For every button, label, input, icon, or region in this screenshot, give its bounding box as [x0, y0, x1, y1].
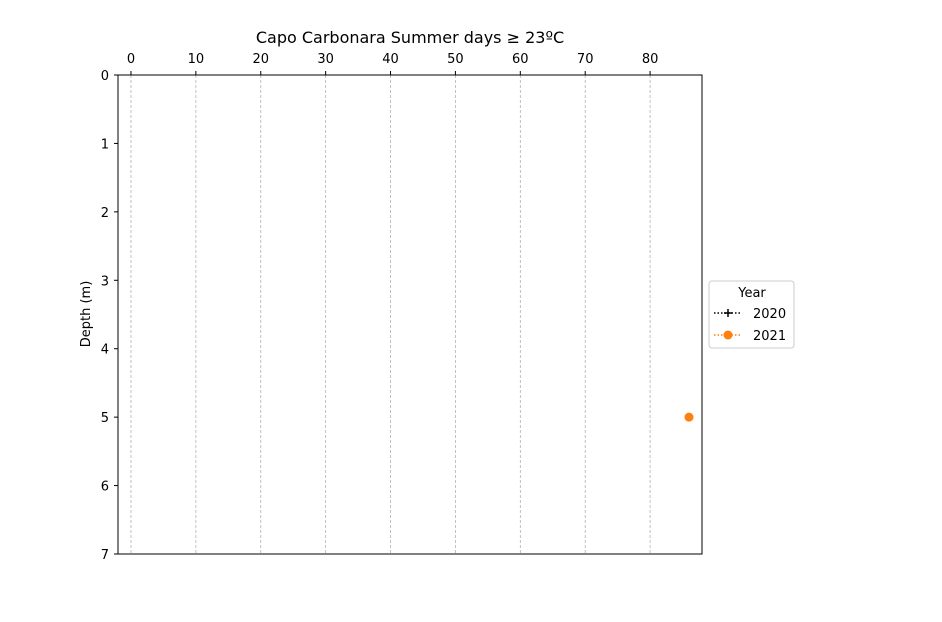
y-tick-label: 6 — [101, 480, 109, 495]
gridlines — [130, 75, 651, 554]
plot-frame — [117, 74, 703, 555]
y-tick-label: 2 — [101, 206, 109, 221]
y-tick-label: 7 — [101, 548, 109, 563]
x-tick-label: 50 — [447, 52, 464, 67]
data-point-2021 — [684, 412, 694, 422]
legend-label-2021: 2021 — [753, 329, 786, 344]
legend-marker-2021 — [723, 330, 733, 340]
x-tick-label: 40 — [382, 52, 399, 67]
legend: Year 2020 2021 — [708, 280, 795, 349]
x-tick-label: 30 — [317, 52, 334, 67]
y-axis-label: Depth (m) — [79, 281, 94, 348]
legend-label-2020: 2020 — [753, 307, 786, 322]
x-axis: 0 10 20 30 40 50 60 70 80 — [127, 52, 659, 75]
y-tick-label: 0 — [101, 69, 109, 84]
x-tick-label: 10 — [188, 52, 205, 67]
legend-marker-2020 — [724, 309, 732, 317]
y-axis: 0 1 2 3 4 5 6 7 — [101, 69, 118, 563]
legend-title: Year — [737, 286, 766, 301]
x-tick-label: 60 — [512, 52, 529, 67]
x-tick-label: 80 — [642, 52, 659, 67]
data-points — [684, 412, 694, 422]
y-tick-label: 3 — [101, 274, 109, 289]
chart-title: Capo Carbonara Summer days ≥ 23ºC — [256, 28, 564, 47]
x-tick-label: 20 — [252, 52, 269, 67]
x-tick-label: 70 — [577, 52, 594, 67]
y-tick-label: 4 — [101, 343, 109, 358]
y-tick-label: 5 — [101, 411, 109, 426]
x-tick-label: 0 — [127, 52, 135, 67]
y-tick-label: 1 — [101, 137, 109, 152]
